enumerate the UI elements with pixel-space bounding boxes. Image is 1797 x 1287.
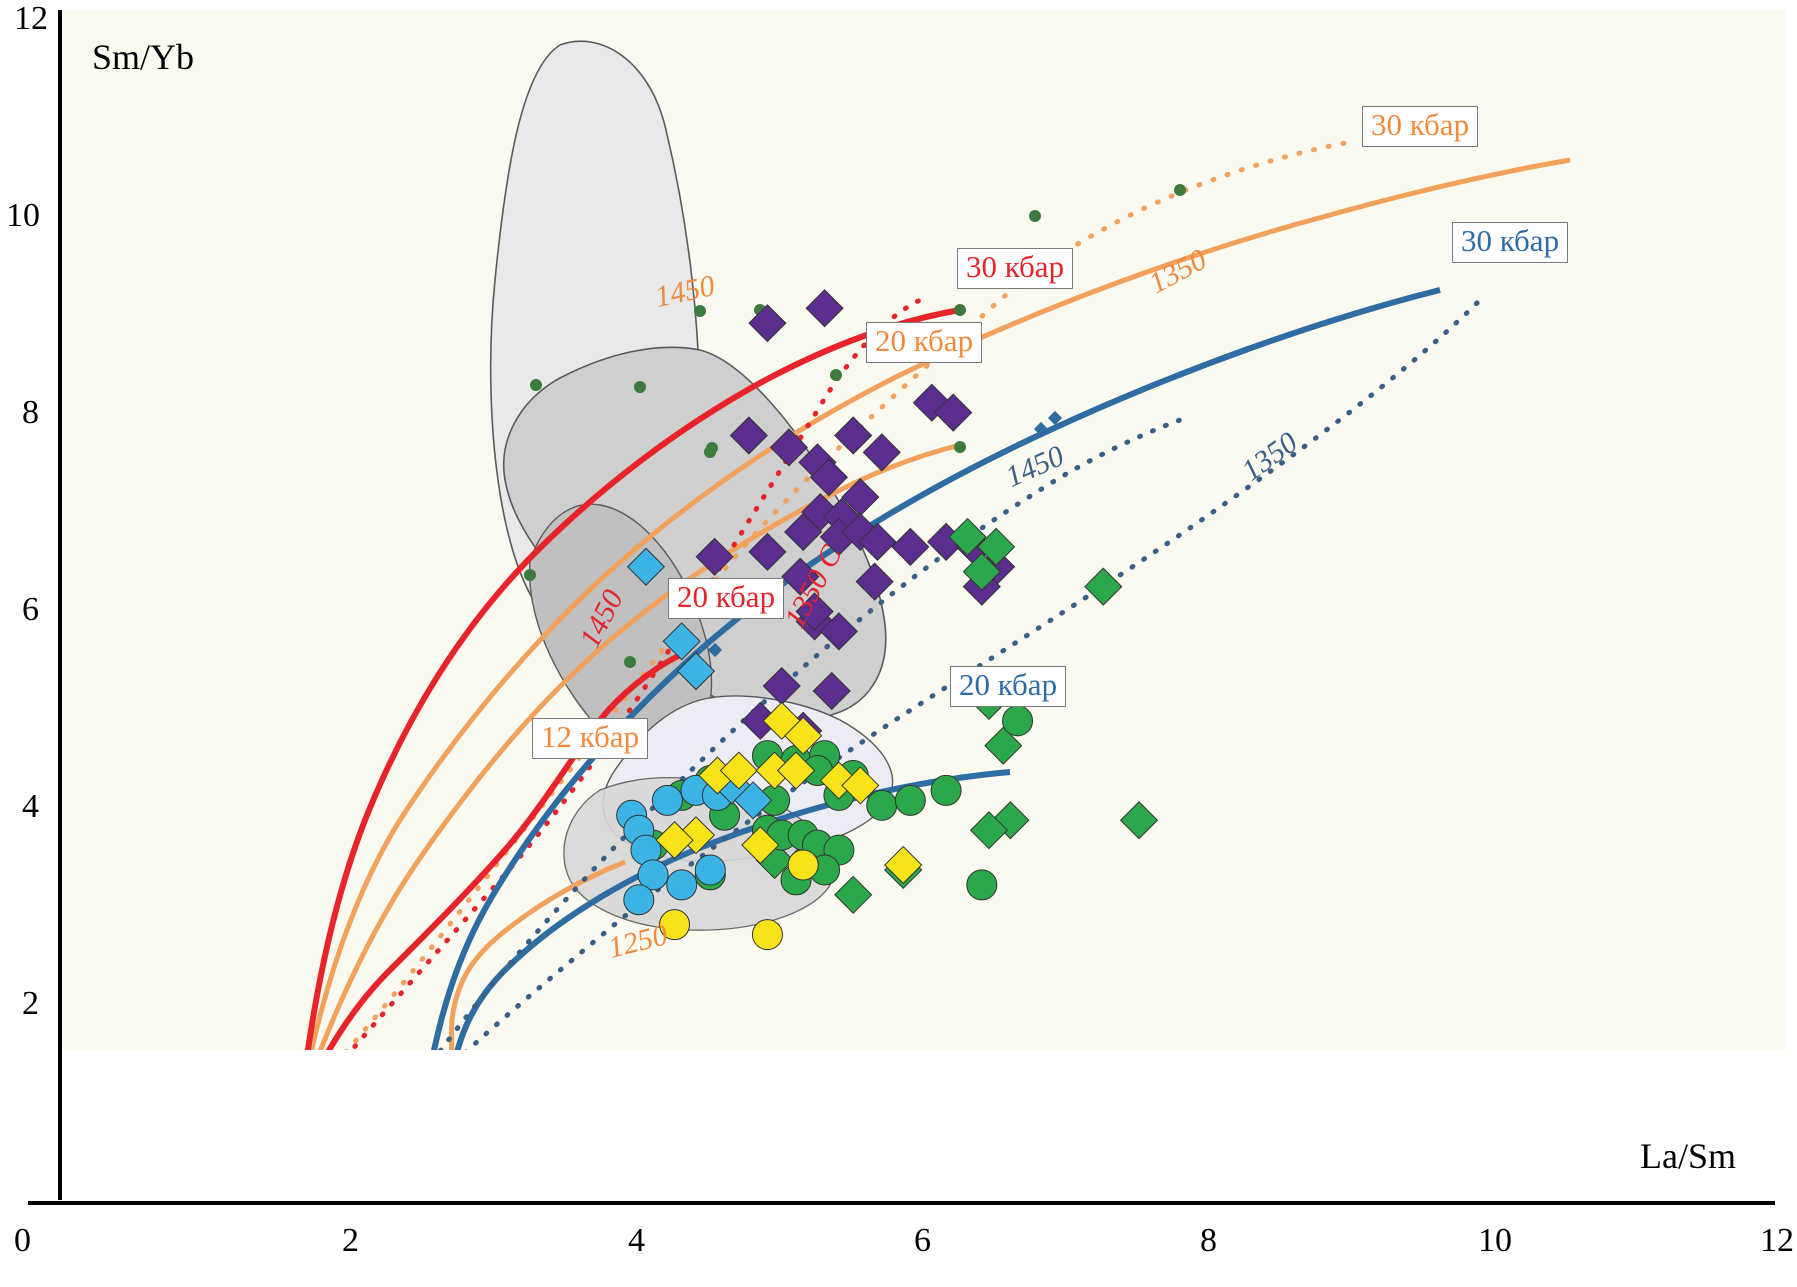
callout-red-30kbar: 30 кбар [957, 248, 1074, 289]
data-point-green-diamonds [1084, 567, 1123, 606]
isotherm-red-1350 [348, 297, 923, 1050]
data-point-purple-diamonds [855, 562, 894, 601]
data-point-green-diamonds [984, 726, 1023, 765]
data-point-yellow-circles [787, 849, 819, 881]
x-tick-10: 10 [1478, 1222, 1512, 1259]
data-point-purple-diamonds [934, 393, 973, 432]
data-point-purple-diamonds [729, 416, 768, 455]
data-point-purple-diamonds [695, 537, 734, 576]
data-point-purple-diamonds [858, 522, 897, 561]
data-point-yellow-diamonds [755, 751, 794, 790]
data-point-green-circles [1002, 705, 1034, 737]
data-point-yellow-circles [659, 909, 691, 941]
data-point-yellow-diamonds [784, 716, 823, 755]
x-tick-8: 8 [1200, 1222, 1217, 1259]
data-point-purple-diamonds [795, 592, 834, 631]
curve-orange-20kbar [317, 442, 961, 1050]
data-point-blue-circles [694, 854, 726, 886]
data-point-green-diamonds [834, 875, 873, 914]
data-point-purple-diamonds [819, 612, 858, 651]
data-point-yellow-diamonds [719, 751, 758, 790]
data-point-purple-diamonds [741, 701, 780, 740]
y-tick-12: 12 [14, 0, 48, 37]
y-tick-2: 2 [22, 985, 39, 1022]
data-point-blue-diamonds [626, 547, 666, 586]
data-point-purple-diamonds [891, 527, 930, 566]
callout-blue-20kbar: 20 кбар [950, 666, 1067, 707]
data-point-green-circles [966, 869, 998, 901]
curve-red-20kbar [325, 652, 682, 1050]
callout-blue-30kbar: 30 кбар [1452, 222, 1569, 263]
data-point-green-diamonds [969, 811, 1009, 850]
data-point-green-diamonds [962, 552, 1001, 591]
data-point-purple-diamonds [809, 458, 848, 497]
callout-orange-12kbar: 12 кбар [532, 718, 649, 759]
data-point-green-circles [894, 784, 926, 816]
data-point-green-diamonds [948, 517, 987, 557]
data-point-purple-diamonds [748, 532, 787, 571]
y-tick-10: 10 [6, 197, 40, 234]
data-point-blue-circles [651, 784, 683, 816]
callout-orange-30kbar: 30 кбар [1362, 106, 1479, 147]
data-point-purple-diamonds [841, 478, 880, 517]
data-point-purple-diamonds [834, 416, 873, 455]
callout-red-20kbar: 20 кбар [668, 578, 785, 619]
curve-orange-30kbar [309, 157, 1571, 1050]
data-points [616, 289, 1159, 951]
data-point-yellow-diamonds [741, 826, 780, 865]
data-point-blue-diamonds [676, 652, 716, 691]
data-point-green-diamonds [977, 527, 1016, 566]
data-point-purple-diamonds [805, 289, 844, 328]
data-point-purple-diamonds [781, 557, 820, 596]
data-point-blue-diamonds [662, 622, 701, 661]
data-point-blue-circles [623, 884, 655, 916]
data-point-green-circles [866, 789, 898, 821]
data-point-blue-diamonds [734, 781, 773, 820]
y-tick-8: 8 [22, 394, 39, 431]
data-point-purple-diamonds [748, 304, 787, 343]
curve-red-30kbar [304, 307, 961, 1050]
data-point-purple-diamonds [762, 666, 801, 706]
y-tick-6: 6 [22, 591, 39, 628]
data-point-purple-diamonds [769, 428, 808, 467]
x-tick-2: 2 [342, 1222, 359, 1259]
data-point-yellow-circles [751, 919, 783, 951]
data-point-green-circles [930, 774, 962, 806]
y-tick-4: 4 [22, 788, 39, 825]
data-point-blue-circles [637, 859, 669, 891]
curve-node-markers-blue [707, 410, 1063, 658]
data-point-yellow-diamonds [884, 845, 923, 885]
data-point-green-diamonds [1119, 801, 1159, 840]
data-point-purple-diamonds [784, 512, 823, 552]
data-point-yellow-diamonds [841, 766, 880, 805]
x-axis-title: La/Sm [1640, 1136, 1736, 1176]
data-point-purple-diamonds [862, 433, 901, 472]
data-point-yellow-diamonds [655, 821, 694, 860]
x-tick-6: 6 [914, 1222, 931, 1259]
data-point-purple-diamonds [812, 671, 851, 711]
x-tick-4: 4 [628, 1222, 645, 1259]
x-tick-0: 0 [14, 1222, 31, 1259]
callout-orange-20kbar: 20 кбар [866, 322, 983, 363]
data-point-yellow-diamonds [776, 751, 816, 790]
x-tick-12: 12 [1760, 1222, 1794, 1259]
y-axis-title: Sm/Yb [92, 37, 195, 77]
data-point-blue-circles [666, 869, 698, 901]
isotherm-blue-1450 [437, 417, 1183, 1050]
